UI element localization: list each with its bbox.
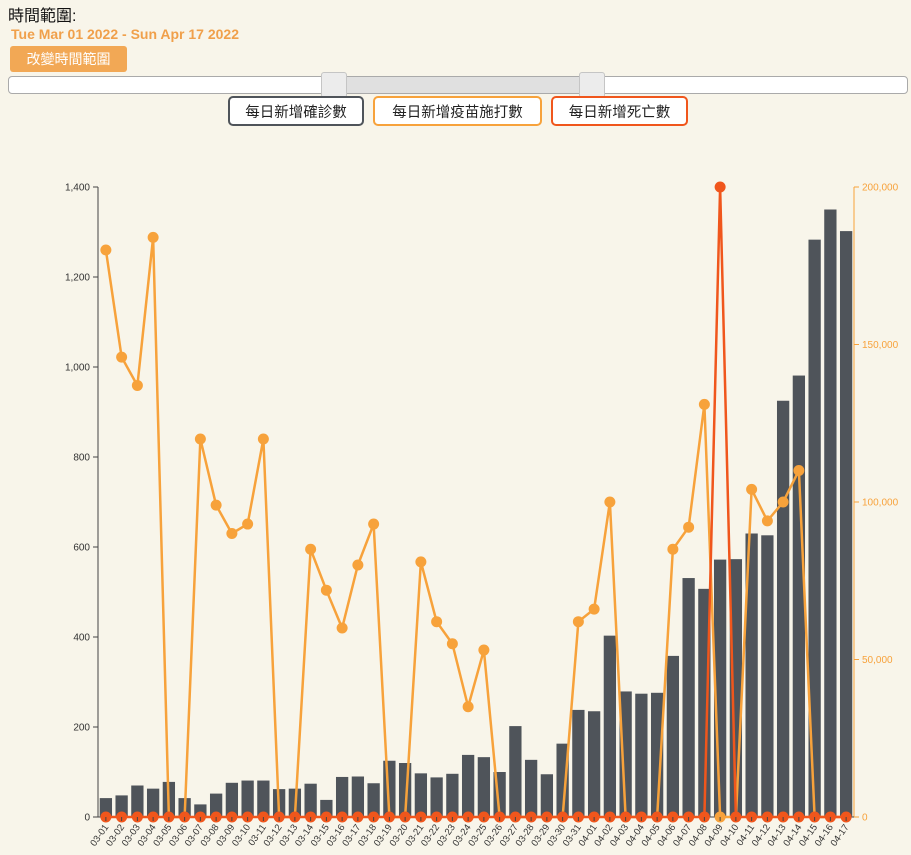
left-tick-label: 400: [73, 633, 90, 644]
vaccine-point: [352, 559, 364, 571]
bar-daily-cases: [461, 754, 475, 817]
bar-daily-cases: [414, 773, 428, 817]
bar-daily-cases: [603, 635, 617, 817]
bar-daily-cases: [146, 788, 160, 817]
bar-daily-cases: [209, 793, 223, 817]
right-tick-label: 150,000: [862, 340, 899, 351]
vaccine-point: [683, 521, 695, 533]
vaccine-point: [572, 616, 584, 628]
slider-handle-end[interactable]: [579, 72, 605, 98]
range-dates: Tue Mar 01 2022 - Sun Apr 17 2022: [11, 26, 239, 42]
left-tick-label: 0: [84, 813, 90, 824]
bar-daily-cases: [666, 655, 680, 817]
vaccine-point: [210, 499, 222, 511]
left-tick-label: 800: [73, 453, 90, 464]
bar-daily-cases: [257, 780, 270, 817]
vaccine-point: [100, 244, 112, 256]
bar-daily-cases: [131, 785, 144, 817]
bar-daily-cases: [776, 400, 790, 817]
right-tick-label: 50,000: [862, 655, 893, 666]
left-tick-label: 1,200: [65, 273, 90, 284]
vaccine-point: [478, 644, 490, 656]
bar-daily-cases: [509, 726, 522, 817]
vaccine-point: [604, 496, 616, 508]
bar-daily-cases: [446, 773, 459, 817]
vaccine-point: [226, 528, 238, 539]
vaccine-point: [147, 231, 159, 243]
vaccine-point: [667, 543, 679, 555]
bar-daily-cases: [304, 783, 317, 817]
left-tick-label: 1,000: [65, 363, 90, 374]
bar-daily-cases: [824, 209, 837, 817]
bar-daily-cases: [635, 693, 648, 817]
change-range-button[interactable]: 改變時間範圍: [10, 46, 127, 72]
vaccine-point: [446, 638, 458, 650]
vaccine-point: [194, 433, 206, 445]
vaccine-point: [336, 622, 348, 634]
bar-daily-cases: [572, 709, 585, 817]
left-tick-label: 1,400: [65, 183, 90, 194]
bar-daily-cases: [540, 774, 554, 817]
vaccine-point: [793, 465, 805, 476]
vaccine-point: [431, 616, 443, 628]
bar-daily-cases: [351, 776, 365, 817]
vaccine-point: [305, 543, 317, 555]
bar-daily-cases: [587, 711, 601, 817]
vaccine-point: [257, 433, 269, 445]
slider-selected-range: [333, 77, 591, 93]
bar-daily-cases: [839, 231, 853, 818]
bar-daily-cases: [808, 239, 821, 817]
bar-daily-cases: [335, 776, 349, 817]
range-label: 時間範圍:: [8, 8, 77, 25]
vaccine-point: [116, 351, 128, 363]
vaccine-point: [746, 483, 758, 495]
left-tick-label: 200: [73, 723, 90, 734]
left-tick-label: 600: [73, 543, 90, 554]
right-tick-label: 100,000: [862, 498, 899, 509]
toggle-daily-vaccinations[interactable]: 每日新增疫苗施打數: [373, 96, 542, 126]
bar-daily-cases: [225, 782, 239, 817]
date-range-slider[interactable]: [8, 72, 908, 98]
chart: 0 200 400 600 800 1,000 1,200 1,400 0 50,000 100,0…: [65, 181, 899, 849]
vaccine-point: [588, 603, 600, 615]
bar-daily-cases: [761, 535, 774, 817]
bar-daily-cases: [745, 533, 758, 817]
vaccine-point: [320, 584, 332, 596]
bar-daily-cases: [241, 780, 254, 817]
bar-daily-cases: [115, 795, 128, 817]
bar-daily-cases: [367, 783, 380, 817]
bar-daily-cases: [99, 798, 113, 817]
vaccine-point: [368, 518, 380, 530]
slider-handle-start[interactable]: [321, 72, 347, 98]
bar-daily-cases: [619, 691, 632, 817]
bar-daily-cases: [792, 375, 806, 817]
toggle-daily-cases[interactable]: 每日新增確診數: [228, 96, 364, 126]
toggle-daily-deaths[interactable]: 每日新增死亡數: [551, 96, 688, 126]
vaccine-point: [242, 518, 254, 530]
right-tick-label: 200,000: [862, 183, 899, 194]
right-tick-label: 0: [862, 813, 868, 824]
deaths-point: [714, 181, 726, 193]
bar-daily-cases: [430, 777, 443, 817]
bar-daily-cases: [682, 578, 695, 817]
bar-daily-cases: [556, 743, 569, 817]
vaccine-point: [131, 379, 143, 391]
bar-daily-cases: [477, 757, 491, 817]
vaccine-point: [415, 556, 427, 568]
vaccine-point: [462, 701, 474, 713]
vaccine-point: [777, 496, 789, 508]
vaccine-point: [698, 398, 710, 410]
vaccine-point: [761, 515, 773, 527]
bar-daily-cases: [524, 759, 538, 817]
